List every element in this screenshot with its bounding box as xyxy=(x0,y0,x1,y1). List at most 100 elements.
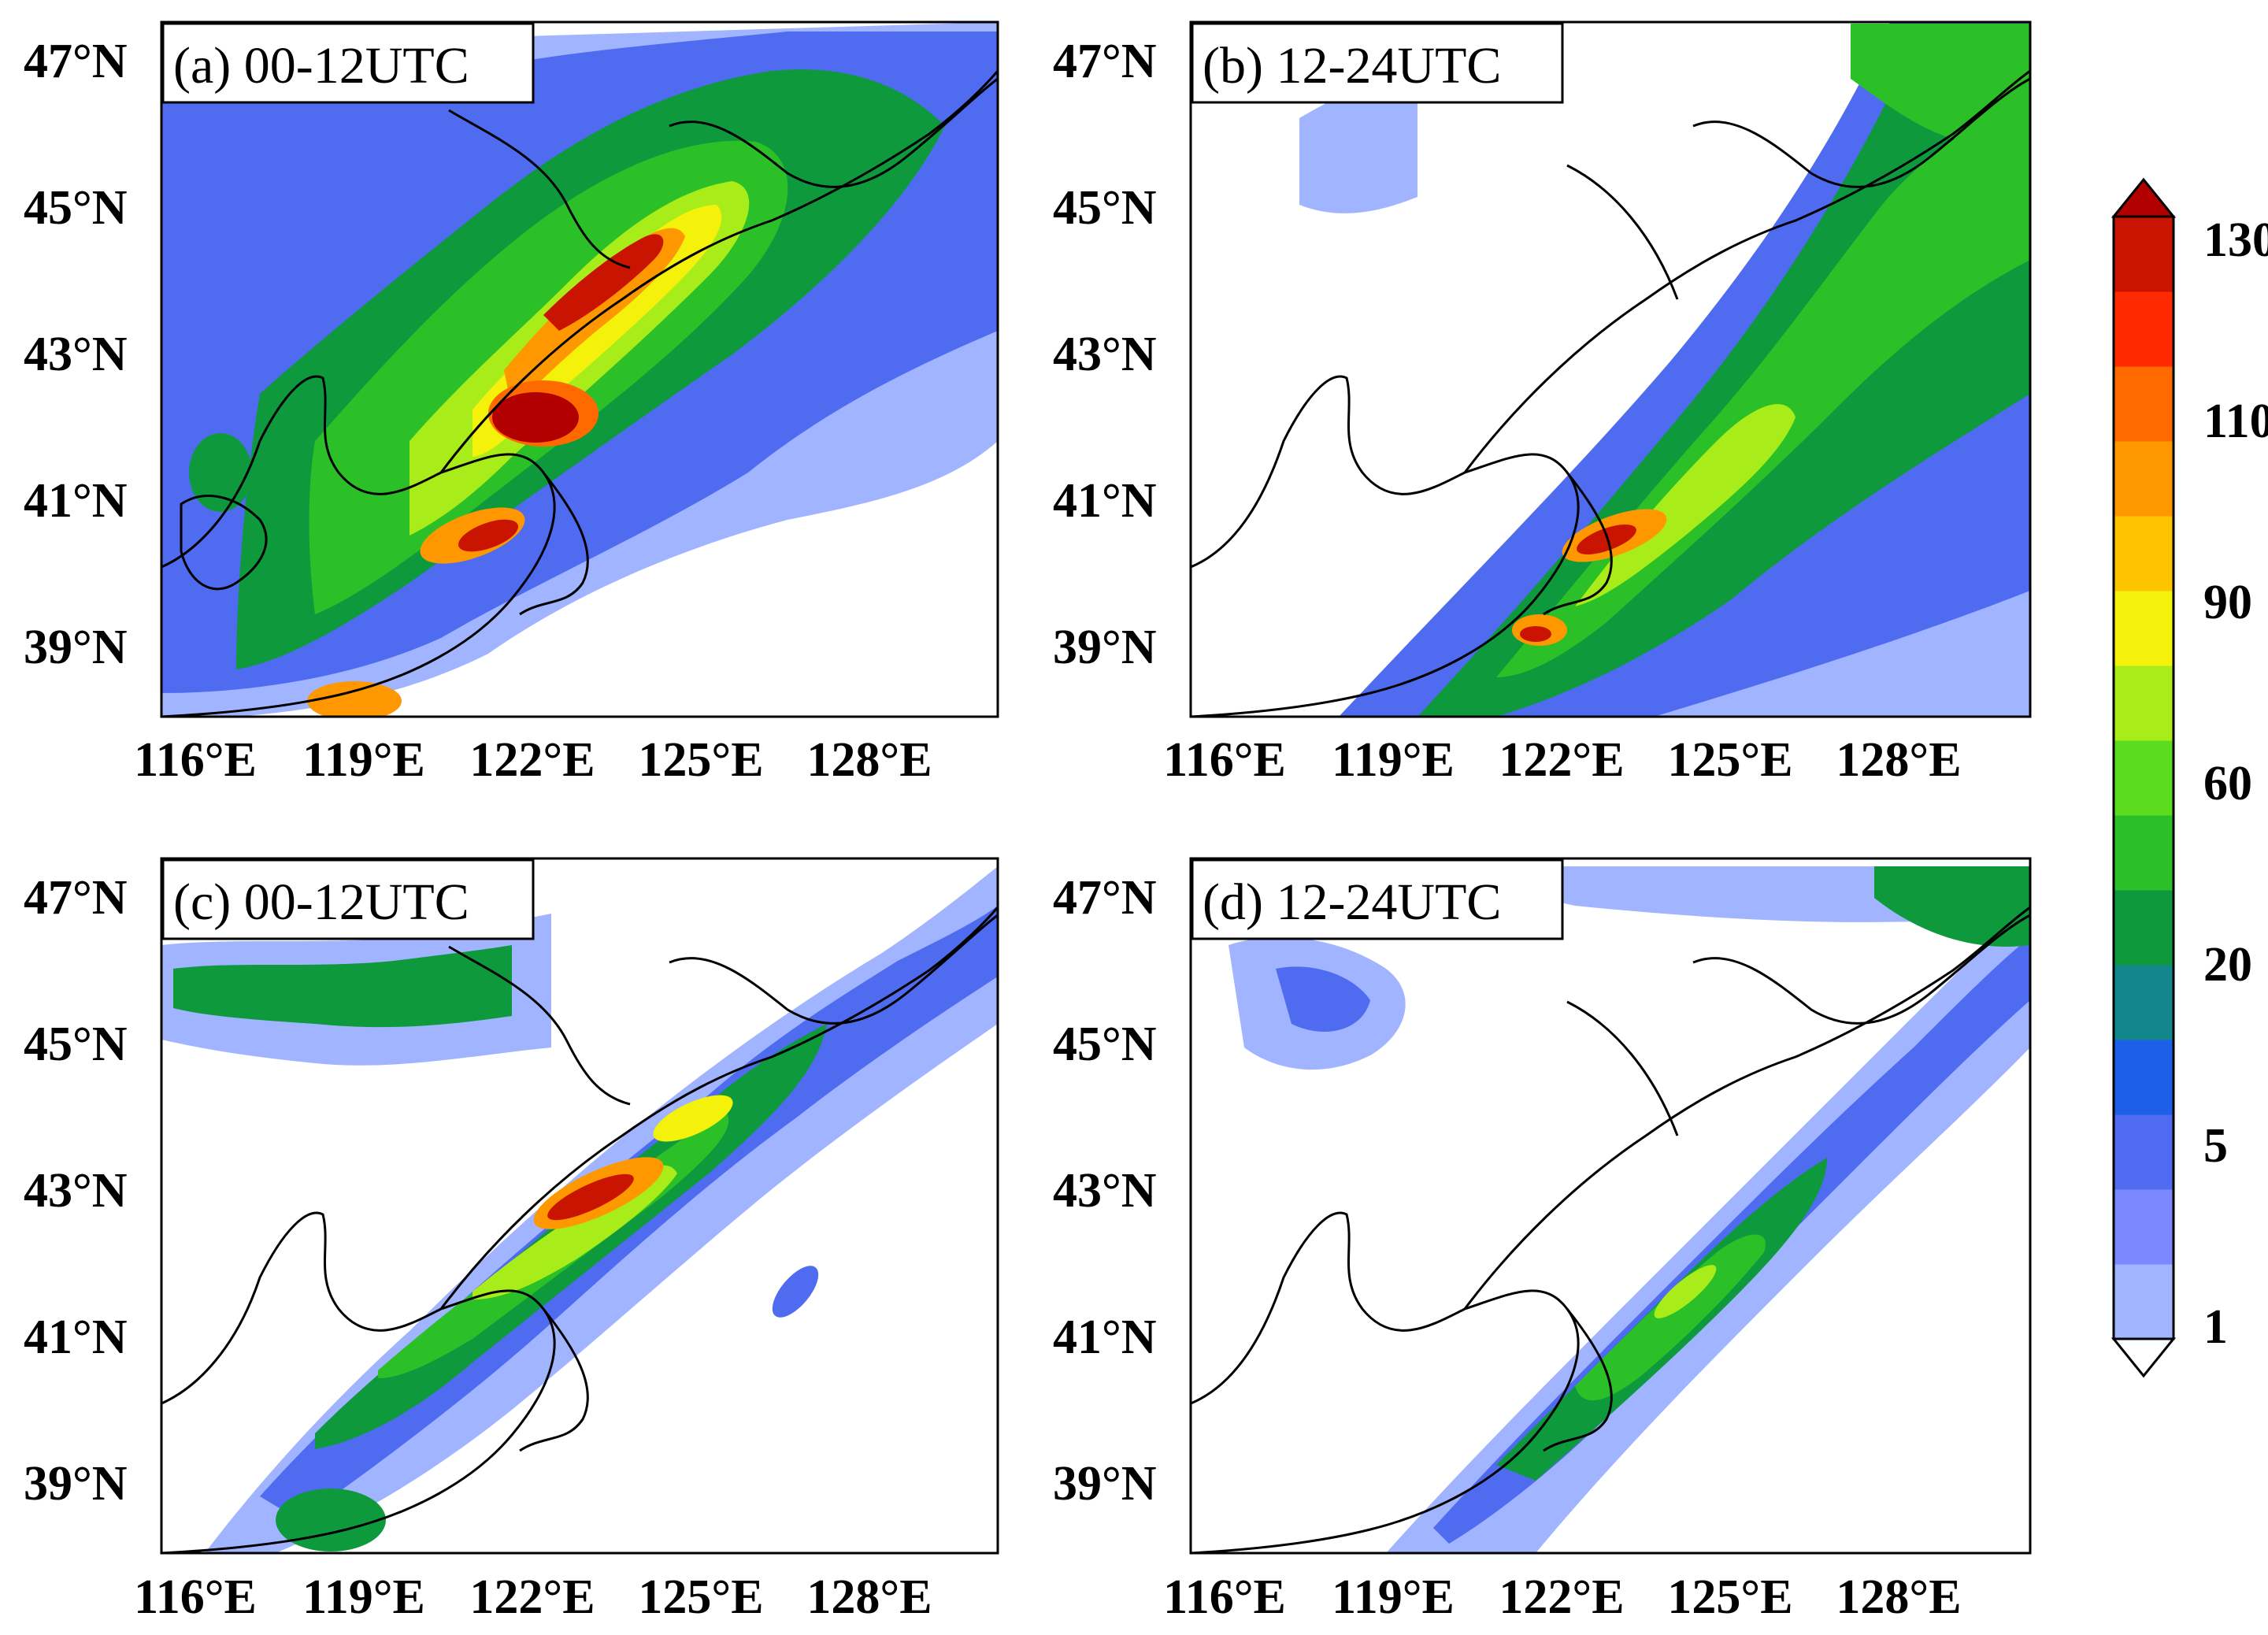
title-box-a: (a) 00-12UTC xyxy=(161,22,535,104)
lon-labels-c: 116°E 119°E 122°E 125°E 128°E xyxy=(134,1570,932,1624)
boundaries-c xyxy=(161,906,998,1553)
colorbar-segment xyxy=(2114,1264,2174,1340)
lat-label: 39°N xyxy=(1053,621,1157,674)
colorbar-labels: 130 110 90 60 20 5 1 xyxy=(2203,213,2268,1354)
colorbar-label: 60 xyxy=(2203,757,2252,810)
lat-label: 41°N xyxy=(24,474,128,528)
colorbar-under-triangle xyxy=(2110,1337,2177,1378)
title-box-b: (b) 12-24UTC xyxy=(1191,22,1564,104)
colorbar-segment xyxy=(2114,366,2174,442)
boundaries-b xyxy=(1191,69,2030,717)
lon-label: 122°E xyxy=(469,733,595,787)
lon-label: 122°E xyxy=(1499,1570,1624,1624)
lat-label: 45°N xyxy=(1053,1018,1157,1071)
lat-label: 43°N xyxy=(24,1164,128,1218)
rainfall-field-c xyxy=(161,858,998,1553)
lat-label: 41°N xyxy=(1053,474,1157,528)
colorbar-segments xyxy=(2114,217,2174,1340)
lat-label: 45°N xyxy=(24,181,128,235)
rainfall-field-d xyxy=(1191,858,2030,1553)
frame-b xyxy=(1189,20,2032,718)
frame-d xyxy=(1189,857,2032,1555)
colorbar-segment xyxy=(2114,1189,2174,1265)
lon-label: 122°E xyxy=(1499,733,1624,787)
frame-c xyxy=(160,857,999,1555)
lon-labels-d: 116°E 119°E 122°E 125°E 128°E xyxy=(1163,1570,1961,1624)
colorbar-label: 20 xyxy=(2203,938,2252,992)
title-box-d: (d) 12-24UTC xyxy=(1191,858,1564,940)
colorbar-segment xyxy=(2114,591,2174,666)
lat-label: 41°N xyxy=(24,1311,128,1364)
lon-label: 128°E xyxy=(1836,1570,1961,1624)
lat-label: 39°N xyxy=(1053,1457,1157,1511)
rainfall-field-a xyxy=(161,22,998,717)
lat-label: 39°N xyxy=(24,621,128,674)
colorbar-label: 90 xyxy=(2203,576,2252,629)
colorbar-segment xyxy=(2114,441,2174,517)
lat-label: 45°N xyxy=(24,1018,128,1071)
panel-b: (b) 12-24UTC 47°N 45°N 43°N 41°N 39°N 11… xyxy=(1053,20,2032,787)
lon-label: 119°E xyxy=(1332,1570,1455,1624)
colorbar-label: 110 xyxy=(2203,395,2268,448)
lon-label: 128°E xyxy=(806,1570,932,1624)
boundaries-a xyxy=(161,70,998,717)
colorbar-label: 1 xyxy=(2203,1300,2228,1354)
lat-label: 47°N xyxy=(1053,35,1157,88)
lat-label: 45°N xyxy=(1053,181,1157,235)
lat-labels-c: 47°N 45°N 43°N 41°N 39°N xyxy=(24,871,128,1511)
panel-title-a: (a) 00-12UTC xyxy=(173,37,469,95)
panel-title-b: (b) 12-24UTC xyxy=(1203,37,1501,95)
lat-label: 39°N xyxy=(24,1457,128,1511)
lon-label: 116°E xyxy=(134,1570,257,1624)
lat-label: 41°N xyxy=(1053,1311,1157,1364)
colorbar-over-triangle xyxy=(2110,177,2177,218)
lon-label: 116°E xyxy=(1163,733,1286,787)
lat-label: 47°N xyxy=(24,871,128,925)
lon-label: 119°E xyxy=(302,1570,425,1624)
rainfall-field-b xyxy=(1191,22,2030,717)
lat-label: 43°N xyxy=(1053,328,1157,381)
colorbar: 130 110 90 60 20 5 1 xyxy=(2110,177,2268,1378)
colorbar-segment xyxy=(2114,740,2174,816)
colorbar-segment xyxy=(2114,965,2174,1040)
frame-a xyxy=(160,20,999,718)
lon-label: 128°E xyxy=(806,733,932,787)
panel-a: (a) 00-12UTC 47°N 45°N 43°N 41°N 39°N 11… xyxy=(24,20,999,787)
lat-label: 43°N xyxy=(1053,1164,1157,1218)
lon-label: 125°E xyxy=(1667,1570,1792,1624)
colorbar-segment xyxy=(2114,217,2174,292)
colorbar-segment xyxy=(2114,1114,2174,1190)
colorbar-segment xyxy=(2114,665,2174,741)
panel-title-c: (c) 00-12UTC xyxy=(173,873,469,931)
lon-label: 116°E xyxy=(1163,1570,1286,1624)
lon-label: 119°E xyxy=(1332,733,1455,787)
colorbar-segment xyxy=(2114,890,2174,966)
panel-title-d: (d) 12-24UTC xyxy=(1203,873,1501,931)
lon-label: 128°E xyxy=(1836,733,1961,787)
lat-labels-d: 47°N 45°N 43°N 41°N 39°N xyxy=(1053,871,1157,1511)
colorbar-segment xyxy=(2114,815,2174,891)
title-box-c: (c) 00-12UTC xyxy=(161,858,535,940)
lon-labels-b: 116°E 119°E 122°E 125°E 128°E xyxy=(1163,733,1961,787)
lat-label: 47°N xyxy=(24,35,128,88)
lon-label: 122°E xyxy=(469,1570,595,1624)
colorbar-label: 130 xyxy=(2203,213,2268,267)
lat-label: 43°N xyxy=(24,328,128,381)
lon-labels-a: 116°E 119°E 122°E 125°E 128°E xyxy=(134,733,932,787)
lon-label: 125°E xyxy=(638,1570,763,1624)
lon-label: 125°E xyxy=(638,733,763,787)
colorbar-label: 5 xyxy=(2203,1119,2228,1173)
panel-d: (d) 12-24UTC 47°N 45°N 43°N 41°N 39°N 11… xyxy=(1053,857,2032,1624)
lat-labels-a: 47°N 45°N 43°N 41°N 39°N xyxy=(24,35,128,674)
colorbar-frame xyxy=(2112,215,2175,1340)
lon-label: 116°E xyxy=(134,733,257,787)
colorbar-segment xyxy=(2114,1040,2174,1115)
colorbar-segment xyxy=(2114,291,2174,367)
colorbar-segment xyxy=(2114,516,2174,591)
panel-c: (c) 00-12UTC 47°N 45°N 43°N 41°N 39°N 11… xyxy=(24,857,999,1624)
lat-labels-b: 47°N 45°N 43°N 41°N 39°N xyxy=(1053,35,1157,674)
lat-label: 47°N xyxy=(1053,871,1157,925)
lon-label: 125°E xyxy=(1667,733,1792,787)
lon-label: 119°E xyxy=(302,733,425,787)
